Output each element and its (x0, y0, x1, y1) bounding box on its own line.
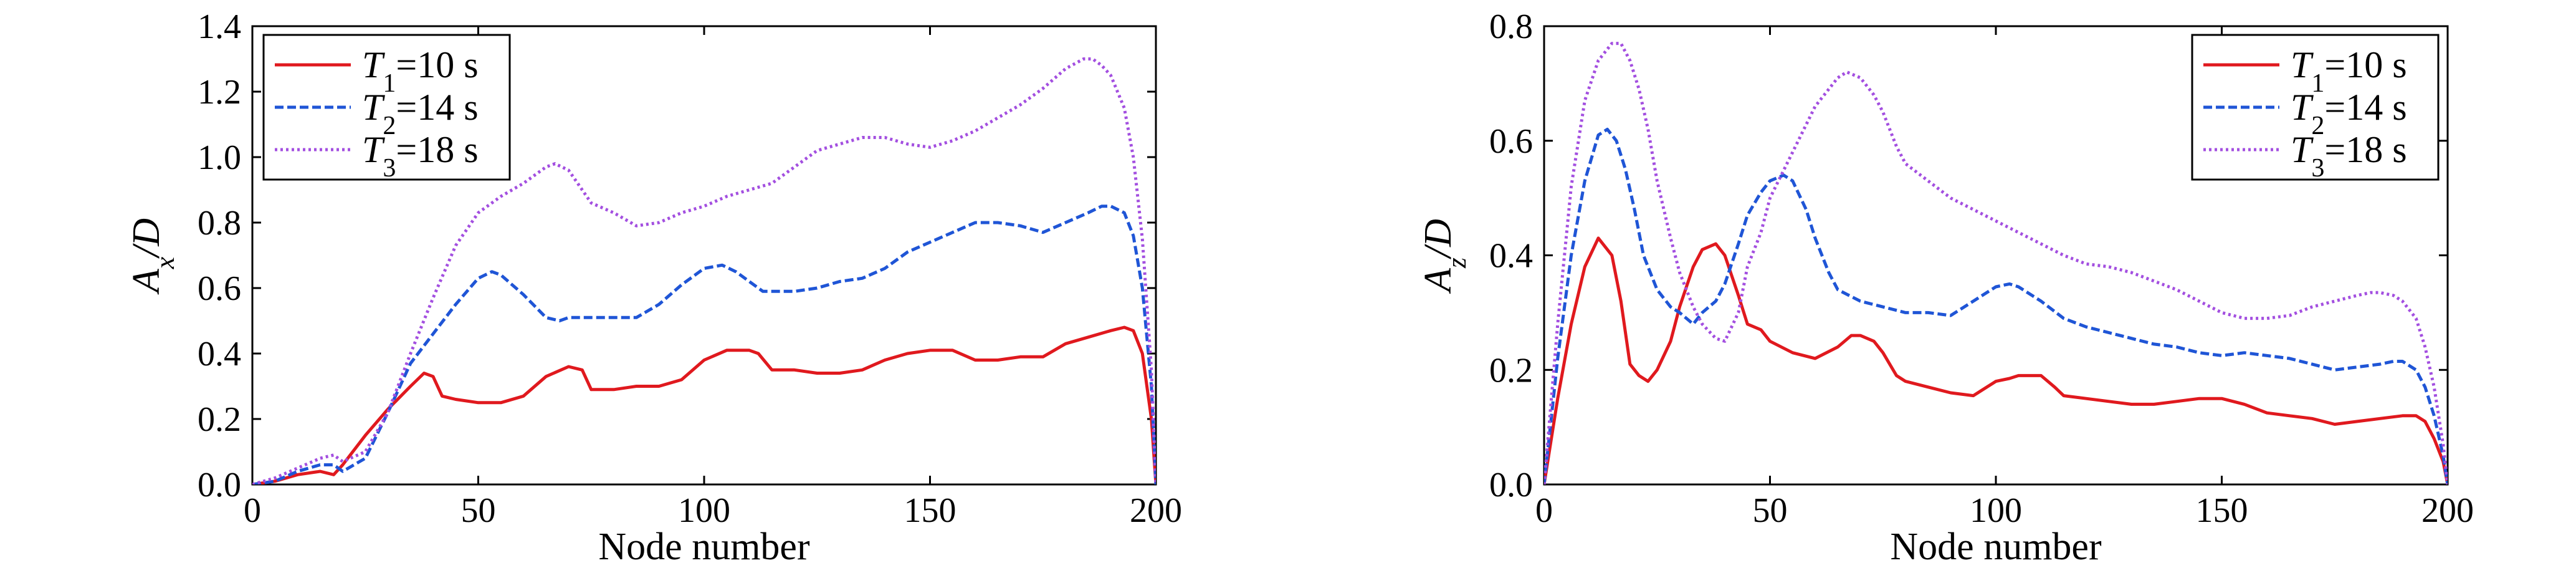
x-tick-label: 50 (1753, 491, 1788, 530)
y-tick-label: 0.6 (198, 269, 241, 308)
y-tick-label: 0.4 (1489, 237, 1533, 276)
y-tick-label: 0.0 (198, 466, 241, 504)
legend-label-3: T3=18 s (2291, 129, 2407, 183)
x-axis-title: Node number (598, 526, 810, 568)
y-tick-label: 0.8 (198, 204, 241, 243)
legend-label-1: T1=10 s (362, 44, 479, 98)
series-line-3 (252, 57, 1156, 484)
x-tick-label: 150 (2196, 491, 2248, 530)
chart-panel-az: 0 50 100 150 200 0.0 0.2 0.4 0.6 0.8 Node number Az… (1417, 7, 2474, 568)
legend: T1=10 sT2=14 sT3=18 s (2191, 34, 2440, 183)
series-line-1 (1544, 236, 2448, 484)
y-tick-label: 0.4 (198, 335, 241, 373)
x-tick-label: 100 (678, 491, 730, 530)
x-tick-label: 0 (244, 491, 261, 530)
y-tick-label: 0.6 (1489, 122, 1533, 161)
y-axis-title: Az/D (1417, 219, 1472, 294)
y-tick-label: 0.2 (1489, 351, 1533, 390)
legend-label-1: T1=10 s (2291, 44, 2407, 98)
series-line-1 (252, 325, 1156, 484)
series-line-2 (1544, 127, 2448, 484)
y-axis-title: Ax/D (125, 218, 180, 295)
y-tick-label: 1.2 (198, 73, 241, 112)
x-axis-title: Node number (1890, 526, 2102, 568)
x-tick-label: 150 (904, 491, 956, 530)
legend: T1=10 sT2=14 sT3=18 s (262, 34, 511, 183)
x-tick-label: 50 (461, 491, 496, 530)
series-line-2 (252, 205, 1156, 484)
legend-label-2: T2=14 s (2291, 87, 2407, 140)
chart-panel-ax: 0 50 100 150 200 0.0 0.2 0.4 0.6 0.8 1.0 1.2 1.4 Node… (125, 7, 1182, 568)
y-tick-label: 0.2 (198, 400, 241, 439)
x-tick-label: 0 (1535, 491, 1553, 530)
x-tick-label: 100 (1970, 491, 2022, 530)
y-tick-label: 1.0 (198, 138, 241, 177)
y-tick-label: 1.4 (198, 7, 241, 46)
x-tick-label: 200 (1130, 491, 1182, 530)
y-tick-label: 0.0 (1489, 466, 1533, 504)
x-tick-label: 200 (2421, 491, 2474, 530)
legend-label-2: T2=14 s (362, 87, 479, 140)
legend-label-3: T3=18 s (362, 129, 479, 183)
series-line-3 (1544, 42, 2448, 484)
y-tick-label: 0.8 (1489, 7, 1533, 46)
